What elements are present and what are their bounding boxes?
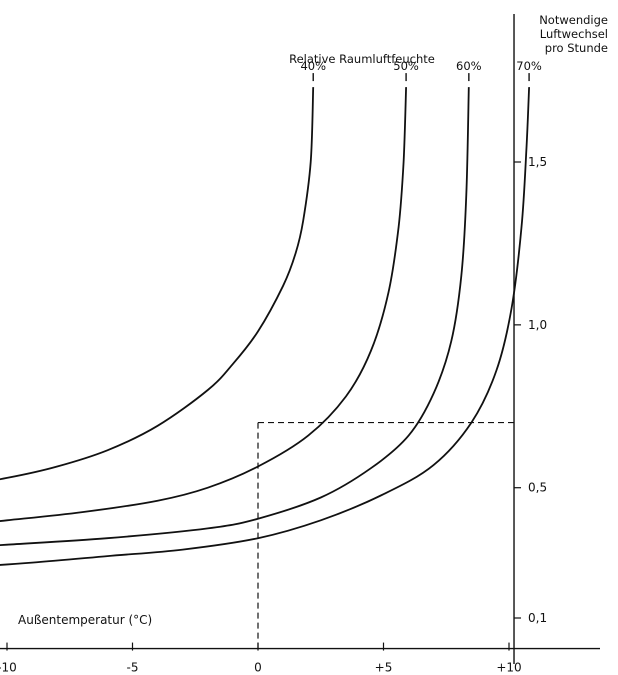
series-line-40pct [0, 87, 315, 481]
series-line-50pct [0, 87, 407, 522]
series-label-70pct: 70% [516, 59, 542, 73]
y-tick-label: 0,5 [528, 481, 547, 495]
y-tick-label: 1,0 [528, 318, 547, 332]
y-axis-title-line: Notwendige [539, 13, 608, 27]
y-tick-label: 1,5 [528, 155, 547, 169]
x-tick-label: -10 [0, 661, 17, 675]
x-tick-label: +5 [375, 661, 393, 675]
y-axis-title-line: Luftwechsel [540, 27, 608, 41]
x-tick-label: 0 [254, 661, 262, 675]
series-layer [0, 87, 530, 566]
label-layer: -15-10-50+5+100,10,51,01,5NotwendigeLuft… [0, 13, 608, 675]
y-tick-label: 0,1 [528, 611, 547, 625]
x-axis-title: Außentemperatur (°C) [18, 613, 152, 627]
series-label-50pct: 50% [393, 59, 419, 73]
series-label-60pct: 60% [456, 59, 482, 73]
y-axis-title-line: pro Stunde [545, 41, 608, 55]
legend-title: Relative Raumluftfeuchte [289, 52, 435, 66]
x-tick-label: +10 [496, 661, 521, 675]
series-line-70pct [0, 87, 530, 566]
series-line-60pct [0, 87, 470, 547]
axes-layer [0, 14, 600, 664]
series-label-40pct: 40% [300, 59, 326, 73]
x-tick-label: -5 [127, 661, 139, 675]
